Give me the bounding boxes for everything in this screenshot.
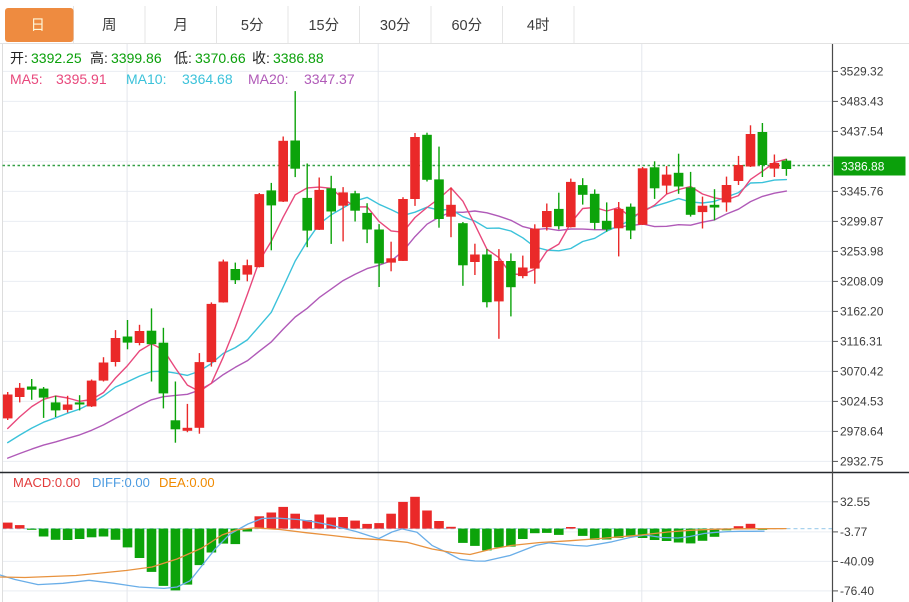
svg-text:3299.87: 3299.87 <box>840 214 884 228</box>
svg-text:3024.53: 3024.53 <box>840 394 884 408</box>
svg-text:3070.42: 3070.42 <box>840 364 884 378</box>
svg-text:3208.09: 3208.09 <box>840 274 884 288</box>
svg-text:3364.68: 3364.68 <box>182 71 233 87</box>
svg-text:5分: 5分 <box>241 17 264 34</box>
svg-text:3116.31: 3116.31 <box>840 334 883 348</box>
svg-text:DEA:0.00: DEA:0.00 <box>159 475 215 490</box>
svg-text:3253.98: 3253.98 <box>840 244 884 258</box>
svg-text:DIFF:0.00: DIFF:0.00 <box>92 475 150 490</box>
svg-text:月: 月 <box>174 18 189 34</box>
svg-text:3370.66: 3370.66 <box>195 50 246 66</box>
svg-text:MA10:: MA10: <box>126 71 166 87</box>
svg-text:3162.20: 3162.20 <box>840 304 884 318</box>
svg-text:低:: 低: <box>174 50 192 66</box>
svg-text:周: 周 <box>102 18 117 34</box>
svg-text:日: 日 <box>31 18 46 34</box>
svg-text:3392.25: 3392.25 <box>31 50 82 66</box>
svg-text:开:: 开: <box>10 50 28 66</box>
svg-text:32.55: 32.55 <box>840 495 870 509</box>
svg-text:MA20:: MA20: <box>248 71 288 87</box>
svg-text:15分: 15分 <box>308 17 339 34</box>
svg-text:3483.43: 3483.43 <box>840 94 884 108</box>
svg-text:MACD:0.00: MACD:0.00 <box>13 475 80 490</box>
svg-text:2932.75: 2932.75 <box>840 454 884 468</box>
svg-text:2978.64: 2978.64 <box>840 424 884 438</box>
svg-text:收:: 收: <box>252 50 270 66</box>
svg-text:-3.77: -3.77 <box>840 525 868 539</box>
svg-text:3345.76: 3345.76 <box>840 184 884 198</box>
svg-text:30分: 30分 <box>380 17 411 34</box>
svg-text:3399.86: 3399.86 <box>111 50 162 66</box>
svg-text:3347.37: 3347.37 <box>304 71 355 87</box>
svg-text:MA5:: MA5: <box>10 71 43 87</box>
svg-text:-40.09: -40.09 <box>840 554 874 568</box>
svg-text:3437.54: 3437.54 <box>840 124 884 138</box>
svg-text:3386.88: 3386.88 <box>841 160 885 174</box>
svg-text:3386.88: 3386.88 <box>273 50 324 66</box>
svg-text:-76.40: -76.40 <box>840 584 874 598</box>
svg-text:3529.32: 3529.32 <box>840 64 884 78</box>
svg-text:高:: 高: <box>90 50 108 66</box>
svg-text:3395.91: 3395.91 <box>56 71 107 87</box>
svg-text:4时: 4时 <box>527 17 550 34</box>
svg-text:60分: 60分 <box>451 17 482 34</box>
